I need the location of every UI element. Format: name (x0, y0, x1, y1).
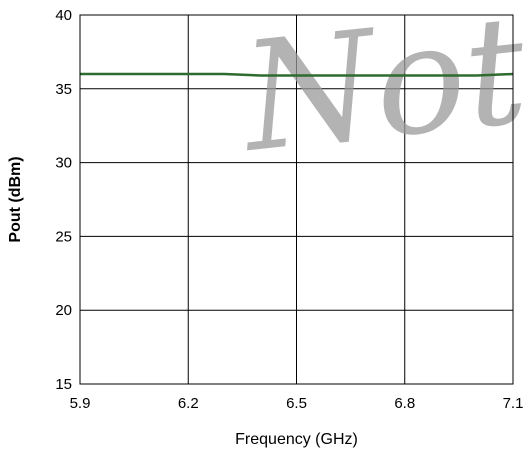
plot-area-frame (79, 14, 514, 385)
x-tick-label: 5.9 (70, 395, 91, 412)
x-axis-label: Frequency (GHz) (235, 431, 358, 448)
series-line-0 (80, 72, 514, 77)
x-tick-labels: 5.9 6.2 6.5 6.8 7.1 (70, 395, 524, 412)
y-tick-label: 35 (55, 81, 72, 98)
series-lines (80, 72, 514, 77)
x-tick-label: 6.5 (286, 395, 307, 412)
y-tick-label: 15 (55, 376, 72, 393)
y-tick-label: 20 (55, 302, 72, 319)
y-tick-label: 40 (55, 7, 72, 24)
x-tick-label: 7.1 (503, 395, 524, 412)
x-tick-label: 6.8 (394, 395, 415, 412)
watermark: Not fo (233, 0, 525, 186)
x-tick-label: 6.2 (178, 395, 199, 412)
y-tick-label: 30 (55, 155, 72, 172)
y-axis-label: Pout (dBm) (7, 156, 24, 242)
y-tick-label: 25 (55, 228, 72, 245)
y-tick-labels: 15 20 25 30 35 40 (55, 7, 72, 393)
